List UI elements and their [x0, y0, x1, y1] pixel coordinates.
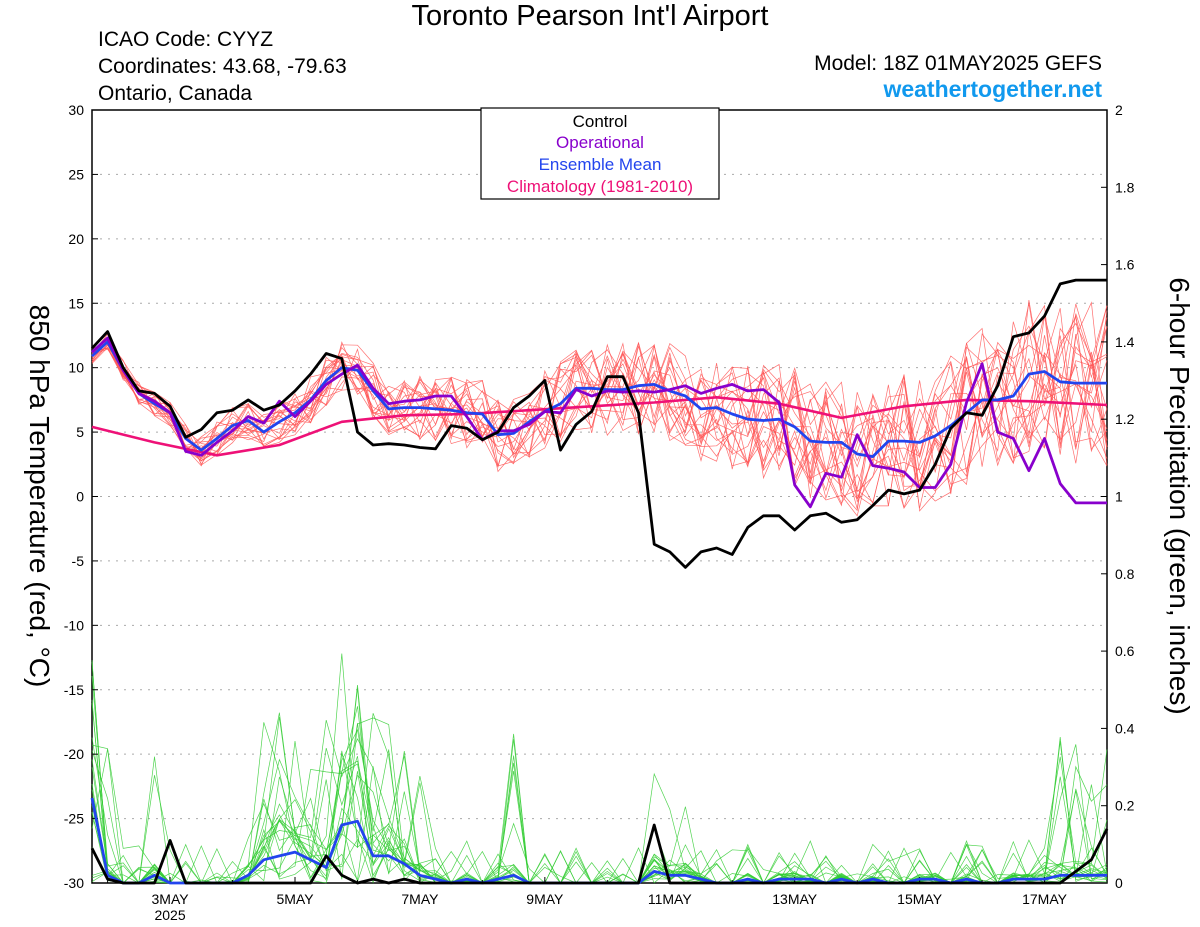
precip-member-line [91, 699, 1108, 884]
series-lines [90, 278, 1109, 885]
right-axis-ticks: 0 0.2 0.4 0.6 0.8 1 1.2 1.4 1.6 1.8 2 [1101, 102, 1135, 891]
y-tick-label: 10 [68, 360, 84, 376]
y2-tick-label: 0 [1115, 875, 1123, 891]
y2-tick-label: 0.2 [1115, 798, 1135, 814]
y-tick-label: 25 [68, 166, 84, 182]
y2-axis-label: 6-hour Precipitation (green, inches) [1164, 277, 1195, 714]
y-tick-label: 0 [76, 489, 84, 505]
y-tick-label: -15 [64, 682, 84, 698]
climatology-1981-2010-temp-line [91, 395, 1108, 457]
gridlines [92, 173, 1107, 820]
site-link[interactable]: weathertogether.net [883, 76, 1102, 102]
y-tick-label: -5 [72, 553, 85, 569]
y2-tick-label: 0.8 [1115, 566, 1135, 582]
temp-member-line [91, 304, 1108, 506]
y2-tick-label: 1.8 [1115, 179, 1135, 195]
control-precip-line [90, 823, 1109, 885]
y-tick-label: -10 [64, 617, 84, 633]
temp-member-line [91, 321, 1108, 503]
precip-member-line [91, 749, 1108, 884]
x-tick-label: 9MAY [526, 891, 564, 907]
y-tick-label: -25 [64, 811, 84, 827]
icao-code: ICAO Code: CYYZ [98, 28, 274, 51]
x-tick-label: 17MAY [1022, 891, 1068, 907]
y-axis-label: 850 hPa Temperature (red, °C) [24, 305, 55, 688]
precip-member-line [91, 716, 1108, 884]
y-tick-label: -30 [64, 875, 84, 891]
y2-tick-label: 1 [1115, 489, 1123, 505]
legend-climatology: Climatology (1981-2010) [507, 177, 693, 196]
legend: Control Operational Ensemble Mean Climat… [480, 107, 720, 200]
y2-tick-label: 1.6 [1115, 257, 1135, 273]
legend-operational: Operational [556, 133, 644, 152]
x-tick-label: 13MAY [772, 891, 818, 907]
temp-member-line [91, 338, 1108, 492]
legend-box [480, 107, 720, 200]
precip-member-line [91, 739, 1108, 884]
precip-member-line [91, 675, 1108, 884]
coordinates: Coordinates: 43.68, -79.63 [98, 55, 347, 78]
control-temp-line [90, 278, 1107, 569]
y-tick-label: -20 [64, 746, 84, 762]
x-tick-label: 5MAY [276, 891, 314, 907]
left-axis-ticks: -30 -25 -20 -15 -10 -5 0 5 10 15 20 25 30 [64, 102, 98, 891]
chart-title: Toronto Pearson Int'l Airport [411, 0, 769, 32]
legend-control: Control [573, 112, 628, 131]
precip-member-line [91, 756, 1108, 884]
model-run: Model: 18Z 01MAY2025 GEFS [814, 52, 1102, 75]
precip-member-line [91, 737, 1108, 884]
ensemble-members [91, 300, 1108, 885]
ensemble-mean-temp-line [91, 340, 1107, 459]
y2-tick-label: 0.6 [1115, 643, 1135, 659]
x-tick-label: 7MAY [401, 891, 439, 907]
precip-member-line [91, 688, 1108, 885]
precip-member-line [91, 706, 1108, 884]
temp-member-line [91, 342, 1108, 509]
y-tick-label: 15 [68, 295, 84, 311]
precip-member-line [91, 684, 1108, 884]
temp-member-line [91, 341, 1108, 501]
x-tick-label: 15MAY [897, 891, 943, 907]
y-tick-label: 5 [76, 424, 84, 440]
y2-tick-label: 0.4 [1115, 720, 1135, 736]
y-tick-label: 20 [68, 231, 84, 247]
x-tick-label: 3MAY [152, 891, 190, 907]
temp-member-line [91, 335, 1108, 517]
x-tick-sublabel: 2025 [154, 907, 185, 923]
x-tick-label: 11MAY [648, 891, 692, 907]
precip-member-line [91, 713, 1108, 884]
y2-tick-label: 1.4 [1115, 334, 1135, 350]
precip-member-line [91, 750, 1108, 884]
precip-member-line [91, 703, 1108, 884]
precip-member-line [91, 749, 1108, 884]
y-tick-label: 30 [68, 102, 84, 118]
y2-tick-label: 1.2 [1115, 411, 1135, 427]
y2-tick-label: 2 [1115, 102, 1123, 118]
region: Ontario, Canada [98, 82, 253, 105]
legend-ensemble-mean: Ensemble Mean [539, 155, 662, 174]
precip-member-line [91, 748, 1108, 884]
